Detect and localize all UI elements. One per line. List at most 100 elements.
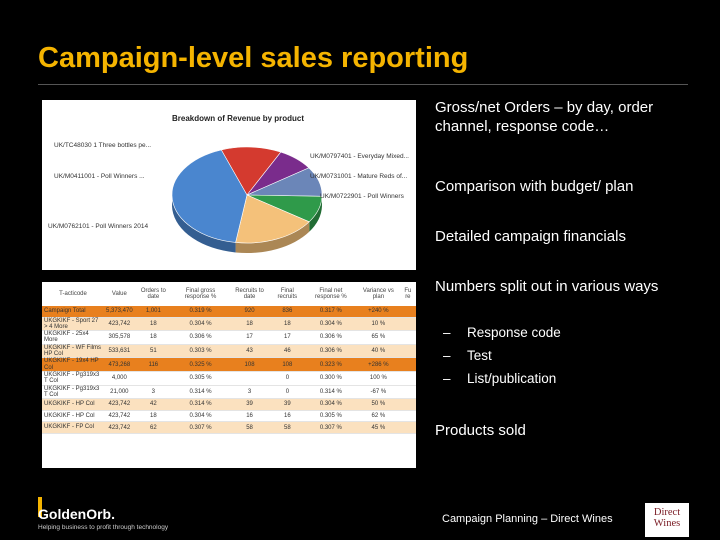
table-row: Campaign Total 5,373,470 1,001 0.319 % 920 83… (42, 306, 416, 318)
pie-label-6: UK/M0762101 - Poll Winners 2014 (48, 223, 149, 230)
table-cell: 423,742 (104, 317, 135, 332)
pie-slice-side (235, 221, 310, 254)
table-cell: UKGKIKF - Sport 27 > 4 More (42, 317, 104, 332)
table-header-cell: Orders to date (134, 282, 172, 306)
table-cell: 305,578 (104, 330, 135, 345)
sub-bullet-test: – Test (443, 348, 492, 363)
revenue-pie-chart (171, 146, 323, 254)
bullet-products-sold: Products sold (435, 422, 526, 439)
bullet-financials: Detailed campaign financials (435, 228, 626, 245)
table-cell: 0.323 % (304, 357, 358, 372)
table-cell: 116 (134, 357, 172, 372)
table-cell: 473,268 (104, 357, 135, 372)
table-cell: 0.306 % (304, 344, 358, 359)
table-cell: 423,742 (104, 421, 135, 434)
table-cell: 42 (134, 398, 172, 411)
table-cell: 4,000 (104, 371, 135, 386)
bullet-numbers-split: Numbers split out in various ways (435, 278, 659, 295)
table-cell: +240 % (357, 306, 400, 318)
table-cell: -67 % (357, 385, 400, 400)
sub-bullet-response-code: – Response code (443, 325, 561, 340)
table-cell: 17 (270, 330, 305, 345)
table-cell: 0.305 % (304, 410, 358, 423)
table-row: UKGKIKF - Pg319x3 T Col 4,000 0.305 % 0 0.30… (42, 371, 416, 386)
table-header-cell: T-acticode (42, 282, 104, 306)
table-cell: 423,742 (104, 398, 135, 411)
table-cell: 108 (229, 357, 271, 372)
table-cell: 836 (270, 306, 305, 318)
table-cell: 0.325 % (172, 357, 230, 372)
pie-slice (220, 146, 282, 196)
table-cell: Campaign Total (42, 306, 104, 318)
table-header-cell: Final gross response % (172, 282, 230, 306)
table-cell: 18 (134, 317, 172, 332)
table-cell: 58 (229, 421, 271, 434)
table-cell: 18 (229, 317, 271, 332)
table-header-row: T-acticode Value Orders to date Final gross… (42, 282, 416, 306)
table-cell (399, 410, 416, 423)
table-cell: 423,742 (104, 410, 135, 423)
table-cell (399, 317, 416, 332)
table-cell (399, 357, 416, 372)
pie-label-3: UK/M0411001 - Poll Winners ... (54, 173, 145, 180)
revenue-pie-chart-panel: Breakdown of Revenue by product UK/TC480… (42, 100, 416, 270)
table-cell: UKGKIKF - Pg319x3 T Col (42, 385, 104, 400)
bullet-orders: Gross/net Orders – by day, order channel… (435, 99, 654, 135)
table-row: UKGKIKF - 25x4 More 305,578 18 0.306 % 17 17 0… (42, 330, 416, 345)
table-cell (134, 371, 172, 386)
table-cell: 16 (229, 410, 271, 423)
table-row: UKGKIKF - WF Films HP Col 533,631 51 0.303 … (42, 344, 416, 359)
table-cell: 65 % (357, 330, 400, 345)
table-header-cell: Variance vs plan (357, 282, 400, 306)
pie-slice-side (172, 149, 236, 253)
table-cell: 0.306 % (304, 330, 358, 345)
table-cell: UKGKIKF - 25x4 More (42, 330, 104, 345)
table-cell: 920 (229, 306, 271, 318)
pie-slice (171, 149, 248, 243)
table-cell: UKGKIKF - Pg319x3 T Col (42, 371, 104, 386)
table-cell (399, 398, 416, 411)
table-header-cell: Recruits to date (229, 282, 271, 306)
table-cell: 0.306 % (172, 330, 230, 345)
table-cell: UKGKIKF - 19x4 HP Col (42, 357, 104, 372)
table-cell: 0.300 % (304, 371, 358, 386)
table-header-cell: Value (104, 282, 135, 306)
table-cell: 0.304 % (172, 410, 230, 423)
table-cell (399, 344, 416, 359)
table-cell: 17 (229, 330, 271, 345)
bullet-budget: Comparison with budget/ plan (435, 178, 634, 195)
pie-slice-side (309, 196, 322, 232)
table-cell: 0.307 % (304, 421, 358, 434)
table-cell: 18 (134, 410, 172, 423)
table-cell: 51 (134, 344, 172, 359)
pie-slice (235, 194, 310, 244)
table-cell: 3 (134, 385, 172, 400)
table-cell: UKGKIKF - HP Col (42, 398, 104, 411)
campaign-sales-table-panel: T-acticode Value Orders to date Final gross… (42, 282, 416, 468)
table-cell: 3 (229, 385, 271, 400)
table-row: UKGKIKF - HP Col 423,742 18 0.304 % 16 16 0.30… (42, 410, 416, 423)
table-cell: 0.303 % (172, 344, 230, 359)
table-cell: +286 % (357, 357, 400, 372)
table-row: UKGKIKF - HP Col 423,742 42 0.314 % 39 39 0.30… (42, 398, 416, 411)
table-cell: 0 (270, 371, 305, 386)
slide-title: Campaign-level sales reporting (38, 42, 469, 74)
table-cell (399, 371, 416, 386)
table-cell: 21,000 (104, 385, 135, 400)
table-cell: 46 (270, 344, 305, 359)
table-row: UKGKIKF - Pg319x3 T Col 21,000 3 0.314 % 3 0 0… (42, 385, 416, 400)
table-cell: 100 % (357, 371, 400, 386)
table-cell: UKGKIKF - WF Films HP Col (42, 344, 104, 359)
table-cell: 39 (270, 398, 305, 411)
table-cell: 0.304 % (304, 398, 358, 411)
table-cell: UKGKIKF - FP Col (42, 421, 104, 434)
table-cell: 40 % (357, 344, 400, 359)
table-cell: 10 % (357, 317, 400, 332)
table-cell: UKGKIKF - HP Col (42, 410, 104, 423)
table-row: UKGKIKF - Sport 27 > 4 More 423,742 18 0.30… (42, 317, 416, 332)
pie-label-2: UK/M0797401 - Everyday Mixed... (310, 153, 409, 160)
table-cell: 1,001 (134, 306, 172, 318)
table-cell (399, 330, 416, 345)
table-cell: 5,373,470 (104, 306, 135, 318)
table-cell: 0.314 % (172, 398, 230, 411)
